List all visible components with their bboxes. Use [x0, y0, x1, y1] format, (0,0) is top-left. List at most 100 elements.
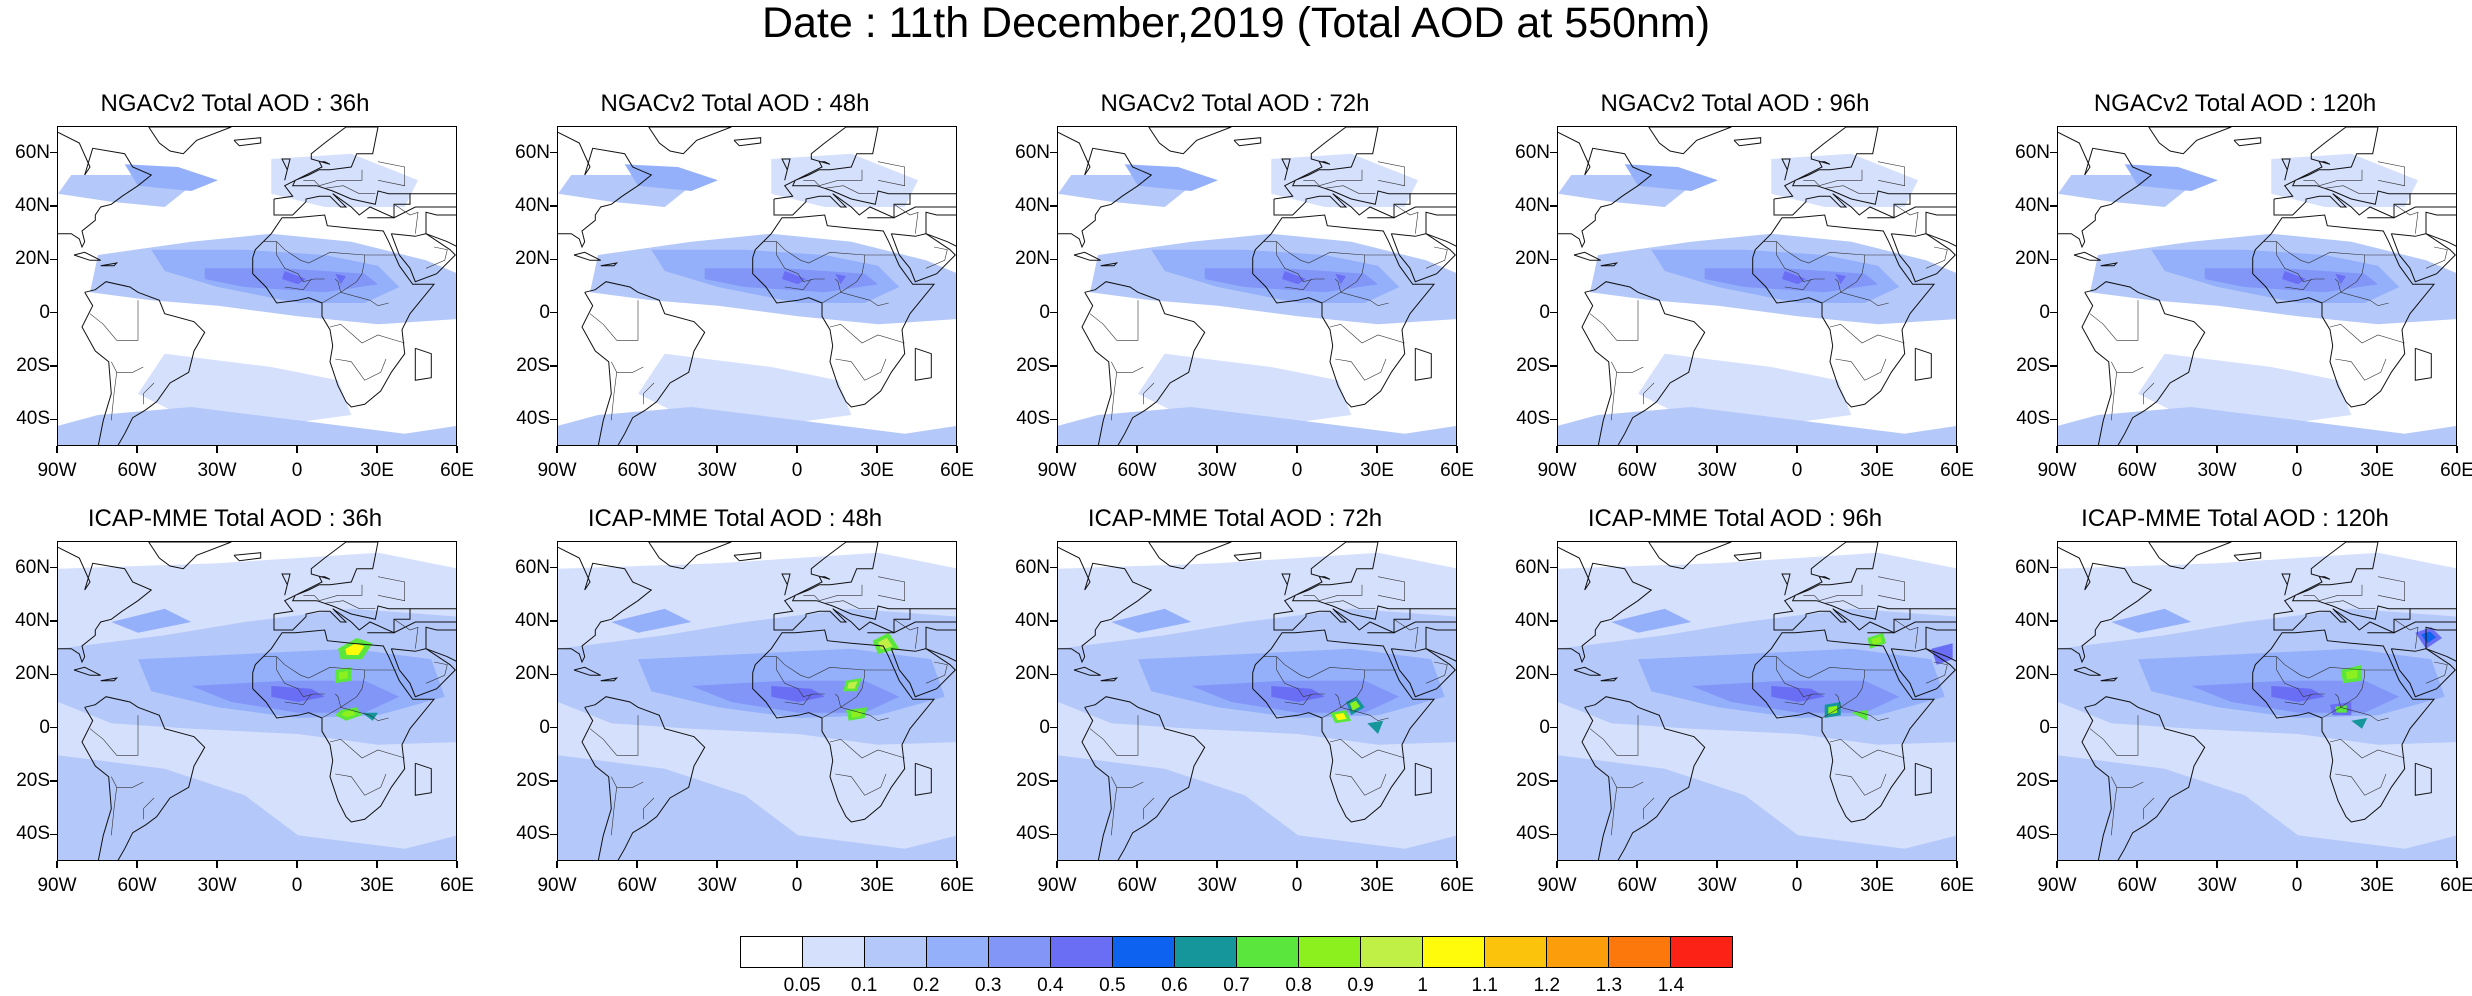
lat-tick-label: 20N: [15, 248, 50, 270]
country-border: [1321, 291, 1389, 307]
lon-tick: [1056, 446, 1058, 453]
lat-tick: [1550, 673, 1557, 676]
lat-tick-label: 0: [39, 716, 50, 738]
map-panel: NGACv2 Total AOD : 48h 60N 40N 20N 0 20S 40S 90…: [500, 90, 974, 490]
country-border: [1425, 246, 1448, 269]
aod-map-svg: [2058, 542, 2456, 860]
lat-tick: [550, 620, 557, 622]
coastline: [2058, 131, 2153, 249]
coastline: [1600, 262, 1619, 267]
coastline: [390, 648, 456, 698]
lat-tick-label: 60N: [15, 556, 50, 578]
country-border: [829, 738, 905, 759]
lat-tick: [1550, 418, 1557, 421]
coastline: [1148, 542, 1232, 570]
country-border: [1835, 358, 1887, 381]
country-border: [1321, 706, 1389, 722]
coastline: [252, 629, 436, 823]
lon-tick-label: 30E: [1360, 875, 1394, 896]
country-border: [1925, 246, 1948, 269]
country-border: [1377, 576, 1406, 602]
lon-tick-label: 30W: [197, 875, 237, 896]
country-border: [877, 576, 906, 602]
lon-tick-label: 0: [2291, 875, 2303, 896]
colorbar-tick-label: 0.1: [850, 975, 878, 996]
lat-tick-label: 60N: [515, 141, 550, 163]
lat-tick: [550, 418, 557, 421]
lat-tick: [1550, 620, 1557, 622]
lon-tick-label: 30W: [2197, 460, 2237, 481]
country-border: [784, 693, 812, 706]
aod-contour-region: [2271, 686, 2325, 702]
lon-tick-label: 60E: [2440, 460, 2472, 481]
lon-tick-label: 90W: [1537, 875, 1577, 896]
coastline: [1425, 626, 1456, 662]
country-border: [2111, 787, 2117, 836]
lon-tick: [56, 446, 58, 453]
lon-tick-label: 30E: [2360, 875, 2394, 896]
colorbar-tick-label: 1.4: [1657, 975, 1685, 996]
country-borders: [89, 161, 448, 421]
lon-tick-label: 0: [791, 460, 803, 481]
lon-tick: [1456, 861, 1458, 868]
country-border: [143, 797, 155, 820]
coastline: [1914, 762, 1932, 796]
country-border: [303, 169, 363, 187]
lat-tick-label: 0: [539, 301, 550, 323]
lon-tick: [456, 861, 458, 868]
lat-tick: [550, 365, 557, 367]
lat-tick-label: 60N: [2015, 556, 2050, 578]
coastline: [781, 158, 791, 181]
aod-map-svg: [2058, 127, 2456, 445]
lon-tick: [456, 446, 458, 453]
aod-shading: [58, 153, 456, 445]
country-border: [1329, 738, 1405, 759]
lon-tick: [1876, 861, 1878, 868]
country-border: [2143, 382, 2155, 405]
coastline: [600, 677, 619, 682]
colorbar-box: [865, 937, 927, 967]
country-border: [2111, 372, 2117, 421]
country-border: [111, 776, 144, 788]
coastline: [2425, 211, 2456, 247]
coastline: [1867, 193, 1956, 219]
lon-tick: [2136, 446, 2138, 453]
aod-map: [557, 126, 957, 446]
lon-tick: [1456, 446, 1458, 453]
lat-tick: [1550, 566, 1557, 569]
coastline: [1914, 347, 1932, 381]
lon-tick-label: 0: [1291, 875, 1303, 896]
coastline: [281, 158, 291, 181]
country-border: [111, 372, 117, 421]
coastline: [2390, 233, 2456, 283]
lat-tick-label: 40N: [1515, 195, 1550, 216]
country-border: [425, 246, 448, 269]
aod-hotspot: [362, 712, 378, 721]
lon-tick: [136, 861, 138, 868]
coastline: [73, 666, 101, 676]
aod-contour-region: [1124, 164, 1218, 191]
lon-tick-label: 0: [2291, 460, 2303, 481]
coastline: [600, 262, 619, 267]
lat-tick: [1050, 726, 1057, 729]
lon-tick-label: 0: [291, 460, 303, 481]
lat-tick: [1050, 205, 1057, 207]
map-panel: ICAP-MME Total AOD : 48h 60N 40N 20N 0 20S 40S…: [500, 505, 974, 905]
lon-tick: [1216, 861, 1218, 868]
country-border: [335, 773, 387, 796]
coastline: [233, 137, 262, 147]
aod-contour-region: [271, 686, 325, 702]
country-border: [1377, 161, 1406, 187]
aod-map-svg: [1558, 127, 1956, 445]
lat-tick: [50, 673, 57, 676]
aod-contour-region: [624, 164, 718, 191]
country-border: [1893, 619, 1919, 649]
aod-contour-region: [771, 686, 825, 702]
lat-tick-label: 20S: [16, 770, 50, 791]
coastline: [752, 214, 936, 408]
lat-tick: [2050, 311, 2057, 314]
country-border: [1925, 661, 1948, 684]
lat-tick-label: 40N: [15, 610, 50, 631]
colorbar-tick-label: 0.6: [1161, 975, 1188, 996]
lon-tick: [2456, 861, 2458, 868]
